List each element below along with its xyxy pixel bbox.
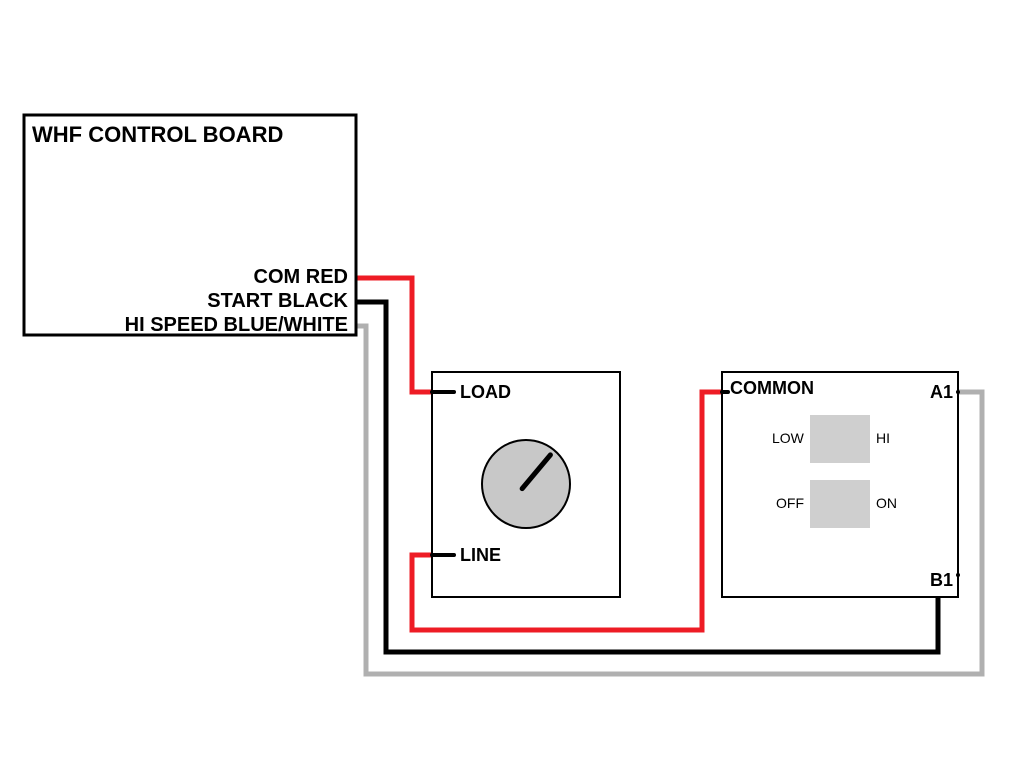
switch2-right-label: ON	[876, 495, 897, 511]
switch1-left-label: LOW	[772, 430, 804, 446]
switch-common-label: COMMON	[730, 378, 814, 399]
switch-a1-label: A1	[930, 382, 953, 403]
dial-load-label: LOAD	[460, 382, 511, 403]
wiring-diagram	[0, 0, 1024, 768]
switch-block-1	[810, 480, 870, 528]
switch1-right-label: HI	[876, 430, 890, 446]
switch-b1-label: B1	[930, 570, 953, 591]
wire-label-start-black: START BLACK	[207, 290, 348, 313]
switch2-left-label: OFF	[776, 495, 804, 511]
dial-line-label: LINE	[460, 545, 501, 566]
switch-block-0	[810, 415, 870, 463]
wire-label-hi-speed: HI SPEED BLUE/WHITE	[125, 314, 348, 337]
control-board-title: WHF CONTROL BOARD	[32, 122, 283, 148]
wire-label-com-red: COM RED	[254, 266, 348, 289]
